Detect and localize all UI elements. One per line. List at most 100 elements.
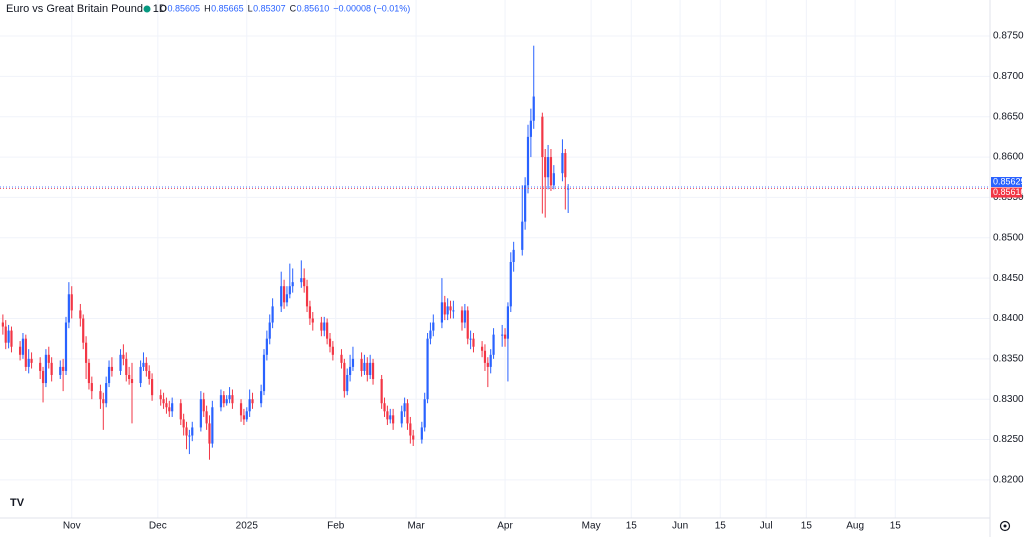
candle-body [130,379,134,384]
x-tick-label: Mar [407,521,425,532]
price-label: 0.85610 [993,187,1024,197]
candle-body [119,354,122,371]
candle-body [90,383,93,392]
candle-body [260,391,263,404]
legend-value: 0.85307 [253,3,286,13]
candle-body [84,342,88,363]
candle-body [191,427,194,436]
candle-body [326,322,329,339]
legend-key: L [248,3,253,13]
legend-change: −0.00008 (−0.01%) [333,3,410,13]
market-status-dot[interactable] [143,5,151,13]
gear-center[interactable] [1003,524,1007,528]
y-tick-label: 0.87500 [993,31,1024,42]
candle-body [521,221,524,250]
candle-body [469,338,472,340]
candle-body [380,379,383,404]
candle-body [211,407,214,444]
candle-body [308,306,312,319]
candle-body [47,354,50,363]
candle-body [282,286,286,303]
candle-body [148,370,151,380]
candle-body [389,415,392,420]
candle-body [443,302,446,315]
candle-body [188,435,191,437]
candle-body [122,354,125,359]
candle-body [185,427,188,436]
candle-body [107,366,111,384]
candle-body [386,411,389,420]
price-label-box [991,177,1022,188]
candle-body [529,120,532,137]
candle-body [41,370,45,384]
candle-body [363,362,366,371]
x-tick-label: May [582,521,601,532]
candle-body [159,395,162,400]
candle-body [239,403,243,416]
candle-body [360,358,363,371]
candle-body [449,306,452,311]
candle-body [392,415,395,424]
candle-body [248,399,251,412]
candle-body [480,346,484,351]
candle-body [21,338,25,355]
candle-body [105,383,108,404]
candle-body [305,286,309,307]
candle-body [383,403,386,412]
candle-body [532,96,535,121]
candle-body [128,374,131,380]
tradingview-logo[interactable]: TV [10,497,25,509]
candle-body [561,153,564,174]
candle-body [331,346,334,355]
candle-body [369,362,372,375]
candle-body [291,282,294,287]
legend-value: 0.85610 [297,3,330,13]
candle-body [463,310,466,323]
legend-value: 0.85665 [211,3,244,13]
settings-icon[interactable] [999,520,1011,532]
candle-body [472,338,475,347]
candle-body [179,403,182,420]
x-tick-label: 15 [626,521,638,532]
legend-value: 0.85605 [168,3,201,13]
candle-body [303,278,306,287]
candle-body [268,322,271,339]
candle-body [567,188,570,190]
gear-ring[interactable] [999,520,1011,532]
candle-body [44,354,48,384]
candle-body [139,366,142,384]
candle-body [50,362,53,375]
legend-key: C [290,3,297,13]
candle-body [489,354,492,367]
candle-body [62,366,65,371]
candle-body [280,286,283,307]
candle-body [82,318,85,343]
candle-body [406,403,409,424]
candle-body [162,399,165,404]
candle-body [102,399,105,404]
candle-body [245,411,248,420]
candle-body [99,391,102,400]
symbol-title: Euro vs Great Britain Pound · 1D [6,3,167,15]
candle-body [348,366,352,375]
candle-body [546,157,550,178]
logo-mark[interactable]: TV [10,497,25,509]
candle-body [340,354,343,363]
candle-body [271,306,274,323]
candle-body [432,322,435,331]
candle-body [509,261,512,307]
x-tick-label: 15 [715,521,727,532]
candle-body [208,423,211,444]
legend-key: H [204,3,211,13]
candle-body [165,403,168,408]
